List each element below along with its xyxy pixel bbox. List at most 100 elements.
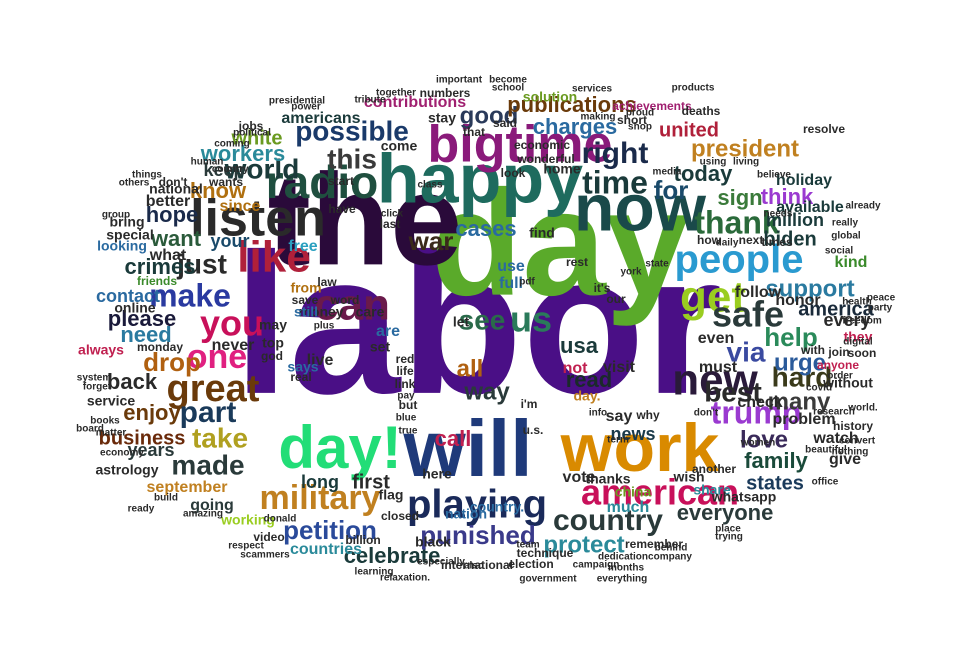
word-vote: vote	[563, 469, 596, 486]
word-word: word	[330, 293, 360, 307]
word-link: link	[395, 377, 416, 391]
word-best: best	[704, 376, 762, 407]
word-world: world	[224, 153, 300, 184]
word-covid: covid	[806, 383, 832, 394]
word-american: american	[581, 472, 739, 513]
word-september: september	[147, 479, 228, 496]
word-books: books	[90, 416, 120, 427]
word-health: health	[842, 297, 871, 308]
word-country: country	[553, 504, 663, 537]
word-amazing: amazing	[183, 509, 223, 520]
word-i-m: i'm	[521, 397, 538, 411]
word-please: please	[108, 306, 177, 331]
word-beautiful: beautiful	[805, 445, 847, 456]
word-power: power	[291, 102, 321, 113]
word-without: without	[822, 375, 873, 391]
word-peace: peace	[867, 293, 896, 304]
word-life: life	[396, 364, 414, 378]
word-drop: drop	[143, 347, 201, 377]
word-next: next	[739, 233, 764, 247]
word-holiday: holiday	[776, 172, 832, 189]
word-protect: protect	[543, 531, 624, 558]
word-charges: charges	[533, 114, 617, 139]
word-right: right	[582, 137, 649, 170]
word-forget: forget	[83, 382, 112, 393]
word-pdf: pdf	[519, 277, 535, 288]
word-daily: daily	[716, 238, 739, 249]
word-blue: blue	[396, 413, 417, 424]
word-americans: americans	[281, 110, 360, 127]
word-even: even	[698, 330, 734, 347]
word-said: said	[493, 116, 517, 130]
word-day: day	[431, 159, 689, 327]
word-make: make	[149, 277, 231, 313]
word-visit: visit	[603, 359, 636, 376]
word-one: one	[187, 338, 247, 376]
word-always: always	[78, 342, 124, 358]
word-order: order	[827, 371, 853, 382]
word-kind: kind	[835, 254, 868, 271]
word-think: think	[761, 184, 814, 209]
word-biden: biden	[763, 228, 816, 250]
word-bigtime: bigtime	[428, 116, 613, 174]
word-set: set	[370, 339, 391, 355]
word-already: already	[845, 201, 880, 212]
word-proud: proud	[626, 108, 654, 119]
word-law: law	[317, 275, 337, 289]
word-call: call	[435, 426, 472, 451]
word-publications: publications	[507, 92, 637, 117]
word-countries: countries	[290, 541, 362, 558]
word-social: social	[825, 246, 854, 257]
word-online: online	[114, 300, 155, 316]
word-relaxation: relaxation.	[380, 573, 430, 584]
word-watch: watch	[812, 430, 858, 447]
word-possible: possible	[295, 115, 409, 146]
word-last: last	[380, 217, 401, 231]
word-behind: behind	[655, 543, 688, 554]
word-hope: hope	[146, 202, 199, 227]
word-country: country.	[470, 499, 524, 515]
word-the: the	[268, 146, 463, 292]
word-say: say	[606, 408, 633, 425]
word-with: with	[800, 343, 825, 357]
word-digital: digital	[843, 337, 873, 348]
word-take: take	[192, 422, 248, 453]
word-read: read	[566, 367, 612, 392]
word-look: look	[501, 166, 526, 180]
word-looking: looking	[97, 238, 147, 254]
word-share: share	[693, 482, 731, 498]
word-true: true	[399, 426, 418, 437]
word-bring: bring	[110, 214, 145, 230]
word-months: months	[608, 563, 645, 574]
word-global: global	[831, 231, 861, 242]
word-part: part	[180, 396, 237, 429]
word-shop: shop	[628, 122, 652, 133]
word-are: are	[376, 323, 400, 340]
word-china: china	[615, 484, 652, 500]
word-company: company	[648, 552, 692, 563]
word-cases: cases	[455, 216, 516, 241]
word-election: election	[508, 557, 553, 571]
word-solution: solution	[523, 89, 577, 105]
word-urge: urge	[774, 349, 826, 376]
word-your: your	[210, 231, 249, 251]
word-products: products	[672, 83, 715, 94]
word-another: another	[692, 462, 736, 476]
word-world: world.	[847, 403, 878, 414]
word-can: can	[314, 281, 390, 330]
word-years: years	[127, 440, 174, 460]
word-research: research	[813, 407, 855, 418]
word-term: term	[607, 435, 629, 446]
word-contact: contact	[96, 286, 160, 306]
word-how: how	[697, 233, 722, 247]
word-jobs: jobs	[238, 119, 264, 133]
word-making: making	[580, 112, 615, 123]
word-resolve: resolve	[803, 122, 845, 136]
word-matter: matter	[96, 428, 127, 439]
word-it-s: it's	[594, 281, 611, 295]
word-via: via	[727, 336, 766, 367]
word-crimes: crimes	[125, 254, 196, 279]
word-back: back	[107, 369, 158, 394]
word-place: place	[715, 524, 741, 535]
word-soon: soon	[848, 346, 877, 360]
